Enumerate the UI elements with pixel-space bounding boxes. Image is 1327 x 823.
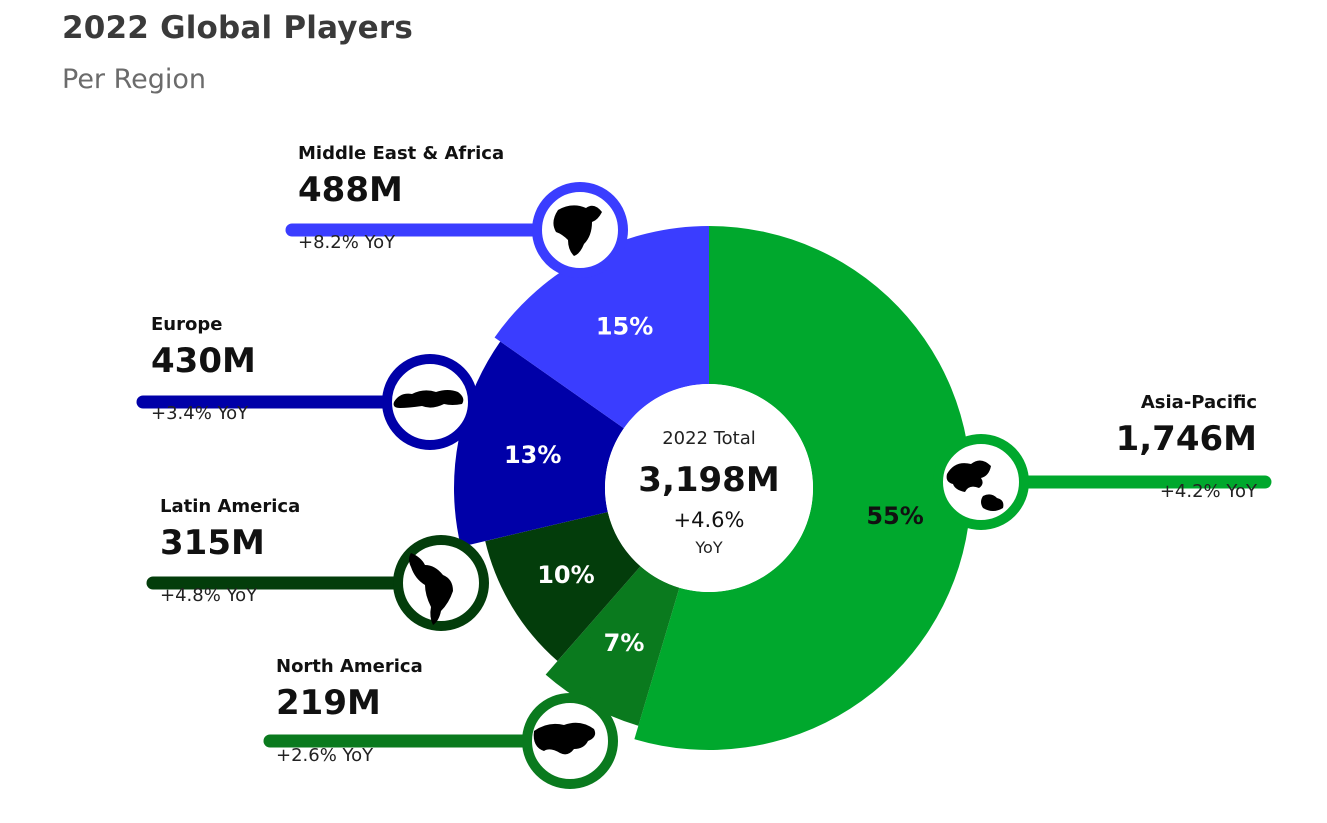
center-hole — [605, 384, 813, 592]
region-name: North America — [276, 656, 423, 677]
center-total-label: 2022 Total — [662, 428, 756, 449]
region-label-latin-america: Latin America 315M +4.8% YoY — [160, 496, 300, 606]
region-yoy: +2.6% YoY — [276, 745, 374, 766]
region-value: 315M — [160, 523, 265, 563]
region-yoy: +4.8% YoY — [160, 585, 258, 606]
segment-latin-america — [485, 511, 641, 662]
region-name: Latin America — [160, 496, 301, 517]
segment-percent-label: 13% — [504, 441, 561, 469]
center-total-yoy: +4.6% — [673, 508, 745, 532]
region-name: Europe — [151, 314, 223, 335]
region-value: 219M — [276, 683, 381, 723]
region-label-asia-pacific: Asia-Pacific 1,746M +4.2% YoY — [1116, 392, 1257, 502]
chart-title: 2022 Global Players — [62, 10, 414, 46]
segment-percent-label: 10% — [537, 561, 594, 589]
region-value: 488M — [298, 170, 403, 210]
africa-map-icon — [532, 182, 628, 278]
region-value: 1,746M — [1115, 419, 1257, 459]
region-yoy: +8.2% YoY — [298, 232, 396, 253]
region-label-middle-east-africa: Middle East & Africa 488M +8.2% YoY — [298, 143, 504, 253]
latin-america-map-icon — [393, 535, 489, 631]
asia-pacific-map-icon — [933, 434, 1029, 530]
segment-percent-label: 7% — [604, 629, 645, 657]
region-yoy: +3.4% YoY — [151, 403, 249, 424]
center-yoy-label: YoY — [695, 538, 723, 557]
region-yoy: +4.2% YoY — [1159, 481, 1257, 502]
chart-subtitle: Per Region — [62, 64, 207, 95]
region-label-north-america: North America 219M +2.6% YoY — [276, 656, 423, 766]
segment-percent-label: 15% — [596, 313, 653, 341]
segment-percent-label: 55% — [866, 502, 923, 530]
segment-middle-east-africa — [494, 226, 709, 429]
segment-north-america — [545, 566, 680, 726]
region-value: 430M — [151, 341, 256, 381]
region-name: Middle East & Africa — [298, 143, 505, 164]
north-america-map-icon — [522, 693, 618, 789]
europe-map-icon — [382, 354, 478, 450]
center-total-value: 3,198M — [638, 460, 780, 500]
region-label-europe: Europe 430M +3.4% YoY — [151, 314, 256, 424]
segment-asia-pacific — [634, 226, 971, 750]
segment-europe — [454, 341, 624, 547]
region-name: Asia-Pacific — [1140, 392, 1257, 413]
